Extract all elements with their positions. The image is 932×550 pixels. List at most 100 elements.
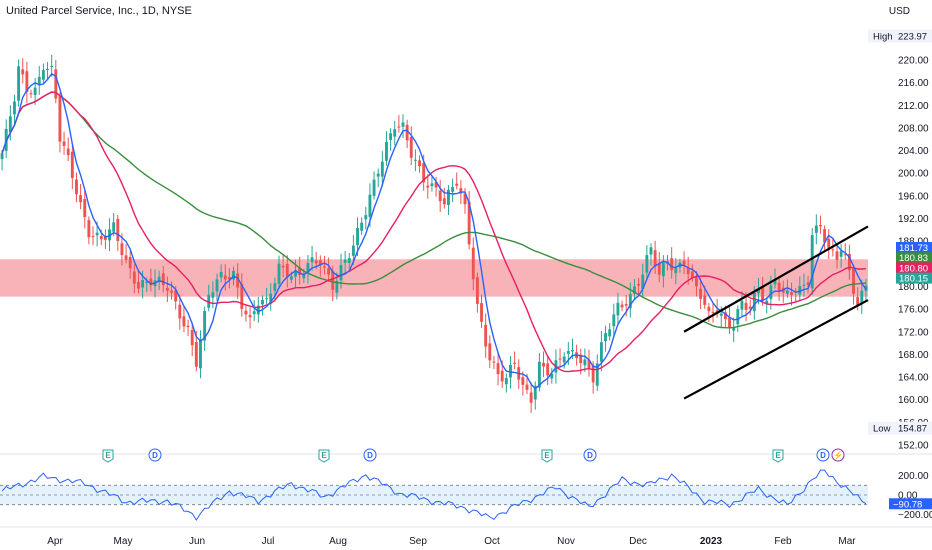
channel-lower-line[interactable] xyxy=(683,299,869,400)
candle xyxy=(25,61,29,103)
news-event-icon[interactable]: ⚡ xyxy=(831,448,845,462)
candle xyxy=(0,150,4,171)
time-tick-label: Nov xyxy=(557,536,575,547)
svg-text:D: D xyxy=(820,451,826,460)
time-tick-label: Dec xyxy=(629,536,647,547)
price-pane[interactable] xyxy=(0,54,869,413)
candle xyxy=(711,302,715,323)
svg-text:E: E xyxy=(105,451,111,460)
candle xyxy=(529,382,533,413)
candle xyxy=(46,62,49,80)
candle xyxy=(8,105,12,141)
candle xyxy=(397,115,401,133)
candle xyxy=(645,245,649,279)
candle xyxy=(103,229,107,249)
candle xyxy=(265,287,269,305)
candle xyxy=(819,215,822,234)
candle xyxy=(562,352,566,369)
candle xyxy=(765,297,769,314)
channel-upper-line[interactable] xyxy=(683,225,869,333)
candle xyxy=(447,184,450,216)
candle xyxy=(682,251,686,275)
candle xyxy=(62,131,66,155)
candle xyxy=(558,348,562,368)
candle xyxy=(124,244,128,264)
candle xyxy=(347,253,351,269)
candle xyxy=(802,273,806,297)
time-tick-label: May xyxy=(114,536,133,547)
candle xyxy=(17,59,21,107)
candle xyxy=(318,255,322,277)
candle xyxy=(29,89,33,99)
time-tick-label: Apr xyxy=(47,536,63,547)
candle xyxy=(182,305,186,333)
price-tag: 180.80 xyxy=(896,262,932,274)
candle xyxy=(364,206,368,230)
candle xyxy=(199,330,202,379)
price-tick-label: 172.00 xyxy=(898,327,929,338)
candle xyxy=(546,355,550,385)
earnings-event-icon[interactable]: E xyxy=(102,449,114,463)
candle xyxy=(190,322,194,357)
candle xyxy=(236,263,240,299)
time-axis[interactable]: Apr May Jun Jul Aug Sep Oct Nov Dec 2023 Feb Mar xyxy=(47,536,856,547)
candle xyxy=(252,299,256,321)
symbol-title[interactable]: United Parcel Service, Inc., 1D, NYSE xyxy=(6,5,192,17)
price-axis[interactable]: 220.00 216.00 212.00 208.00 204.00 200.00 196.… xyxy=(868,29,932,452)
candle xyxy=(13,94,16,126)
earnings-event-icon[interactable]: E xyxy=(541,449,553,463)
svg-text:Low: Low xyxy=(873,424,891,435)
price-tick-label: 212.00 xyxy=(898,101,929,112)
cci-pane[interactable] xyxy=(0,469,868,521)
candle xyxy=(430,175,434,192)
candle xyxy=(240,273,244,317)
candle xyxy=(732,317,736,342)
candle xyxy=(542,351,545,378)
candle xyxy=(389,128,393,151)
price-tick-label: 208.00 xyxy=(898,123,929,134)
svg-text:181.73: 181.73 xyxy=(899,243,928,254)
candle xyxy=(161,265,165,293)
candle xyxy=(674,258,678,285)
candle xyxy=(839,244,843,268)
candle xyxy=(657,251,661,283)
earnings-event-icon[interactable]: E xyxy=(772,449,784,463)
candle xyxy=(492,355,496,370)
candle xyxy=(521,371,525,396)
high-price-label: High 223.97 xyxy=(868,29,932,42)
candle xyxy=(413,149,417,172)
candle xyxy=(248,307,252,329)
candle xyxy=(277,255,281,289)
candle xyxy=(203,306,207,351)
svg-text:−90.78: −90.78 xyxy=(893,499,922,510)
price-tick-label: 200.00 xyxy=(898,169,929,180)
candle xyxy=(455,172,459,190)
candle xyxy=(649,243,653,266)
candle xyxy=(132,264,136,294)
candle xyxy=(128,250,132,279)
time-tick-label: Oct xyxy=(484,536,500,547)
svg-text:180.80: 180.80 xyxy=(899,263,928,274)
earnings-event-icon[interactable]: E xyxy=(318,449,330,463)
candle xyxy=(595,354,599,392)
candle xyxy=(616,292,620,326)
price-tick-label: 192.00 xyxy=(898,214,929,225)
candle xyxy=(298,256,302,285)
candle xyxy=(50,54,54,77)
dividend-event-icon[interactable]: D xyxy=(363,448,377,462)
candle xyxy=(633,279,636,299)
candle xyxy=(310,246,314,271)
price-tag: 180.15 xyxy=(896,272,932,285)
svg-text:180.15: 180.15 xyxy=(899,274,928,285)
candle xyxy=(695,270,698,297)
dividend-event-icon[interactable]: D xyxy=(816,448,830,462)
candle xyxy=(641,263,645,298)
dividend-event-icon[interactable]: D xyxy=(148,448,162,462)
candle xyxy=(835,244,839,269)
candle xyxy=(70,145,74,190)
dividend-event-icon[interactable]: D xyxy=(583,448,597,462)
candle xyxy=(583,348,587,372)
cci-axis[interactable]: 200.00 0.00 −200.00−90.78 xyxy=(889,471,932,521)
